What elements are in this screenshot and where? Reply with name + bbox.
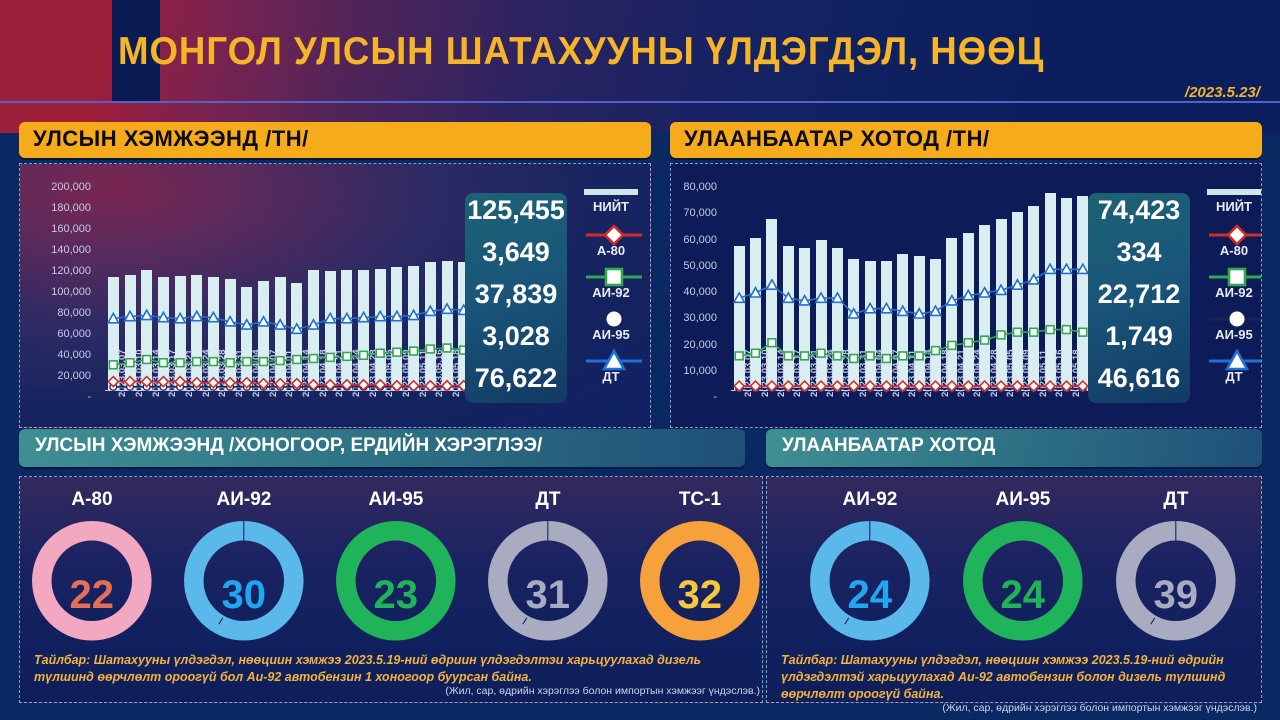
svg-text:32: 32 xyxy=(678,573,723,617)
svg-text:30: 30 xyxy=(222,573,267,617)
svg-text:22: 22 xyxy=(70,573,115,617)
svg-text:39: 39 xyxy=(1154,573,1199,617)
svg-text:31: 31 xyxy=(526,573,571,617)
svg-text:23: 23 xyxy=(374,573,419,617)
svg-text:24: 24 xyxy=(1001,573,1046,617)
svg-text:24: 24 xyxy=(848,573,893,617)
